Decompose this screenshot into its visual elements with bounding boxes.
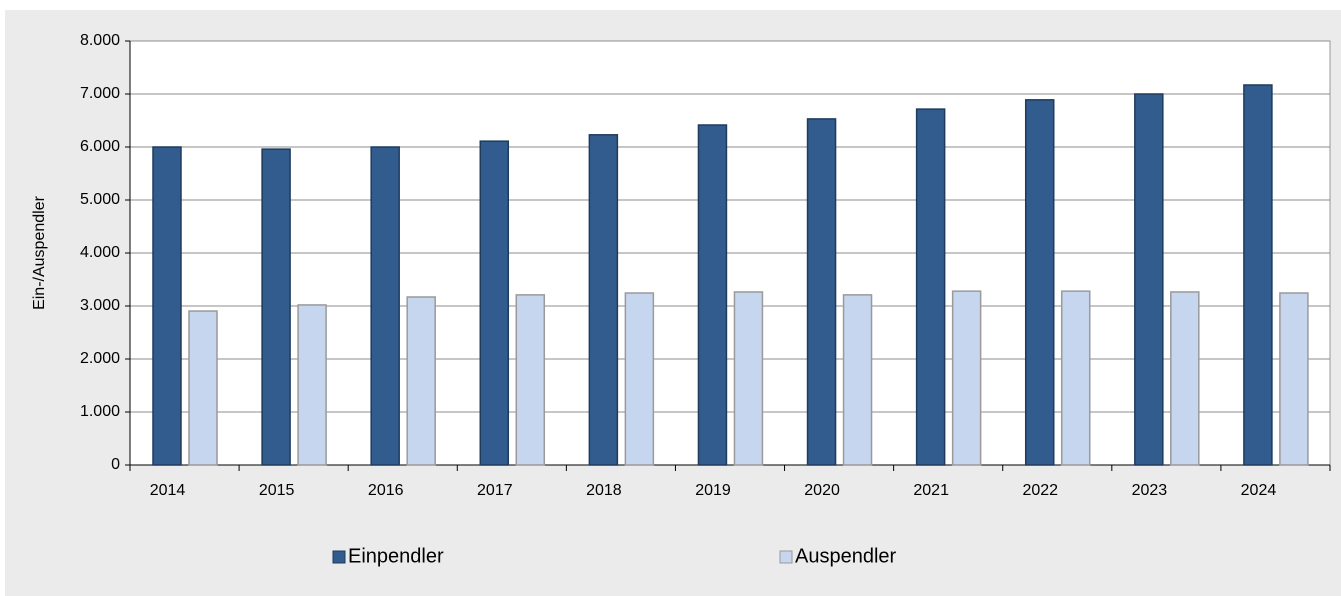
bar [1279, 292, 1309, 466]
y-tick-label: 5.000 [80, 191, 120, 208]
x-tick-label: 2019 [695, 482, 731, 499]
bar [261, 148, 291, 466]
x-tick-label: 2022 [1022, 482, 1058, 499]
y-tick-label: 4.000 [80, 244, 120, 261]
bar [297, 304, 327, 466]
bar [951, 290, 982, 466]
x-tick-label: 2024 [1241, 482, 1277, 499]
legend-label: Auspendler [795, 545, 897, 567]
y-axis-label: Ein-/Auspendler [31, 195, 48, 310]
x-tick-label: 2018 [586, 482, 622, 499]
bar [624, 292, 655, 466]
y-tick-label: 8.000 [80, 32, 120, 49]
x-tick-label: 2016 [368, 482, 404, 499]
bar [370, 146, 400, 466]
bar [915, 108, 946, 466]
bar [1170, 291, 1200, 466]
legend-swatch [779, 550, 793, 564]
bar [842, 294, 873, 466]
bar [806, 118, 837, 466]
y-tick-label: 7.000 [80, 85, 120, 102]
x-tick-label: 2023 [1132, 482, 1168, 499]
y-tick-label: 2.000 [80, 350, 120, 367]
bar [733, 291, 764, 466]
bar [1243, 84, 1273, 466]
bar [1134, 93, 1164, 466]
x-tick-label: 2015 [259, 482, 295, 499]
bar [152, 146, 182, 466]
bar [479, 140, 510, 466]
legend-swatch [332, 550, 346, 564]
bar [697, 124, 728, 466]
bar [1060, 290, 1091, 466]
y-tick-label: 3.000 [80, 297, 120, 314]
bar [588, 134, 619, 466]
x-tick-label: 2017 [477, 482, 513, 499]
y-tick-label: 6.000 [80, 138, 120, 155]
bar [406, 296, 436, 466]
y-tick-label: 1.000 [80, 403, 120, 420]
x-tick-label: 2021 [913, 482, 949, 499]
legend-label: Einpendler [348, 545, 444, 567]
bar [515, 294, 546, 466]
x-tick-label: 2014 [150, 482, 186, 499]
bar [188, 310, 218, 466]
x-tick-label: 2020 [804, 482, 840, 499]
bar [1024, 99, 1055, 466]
y-tick-label: 0 [111, 456, 120, 473]
